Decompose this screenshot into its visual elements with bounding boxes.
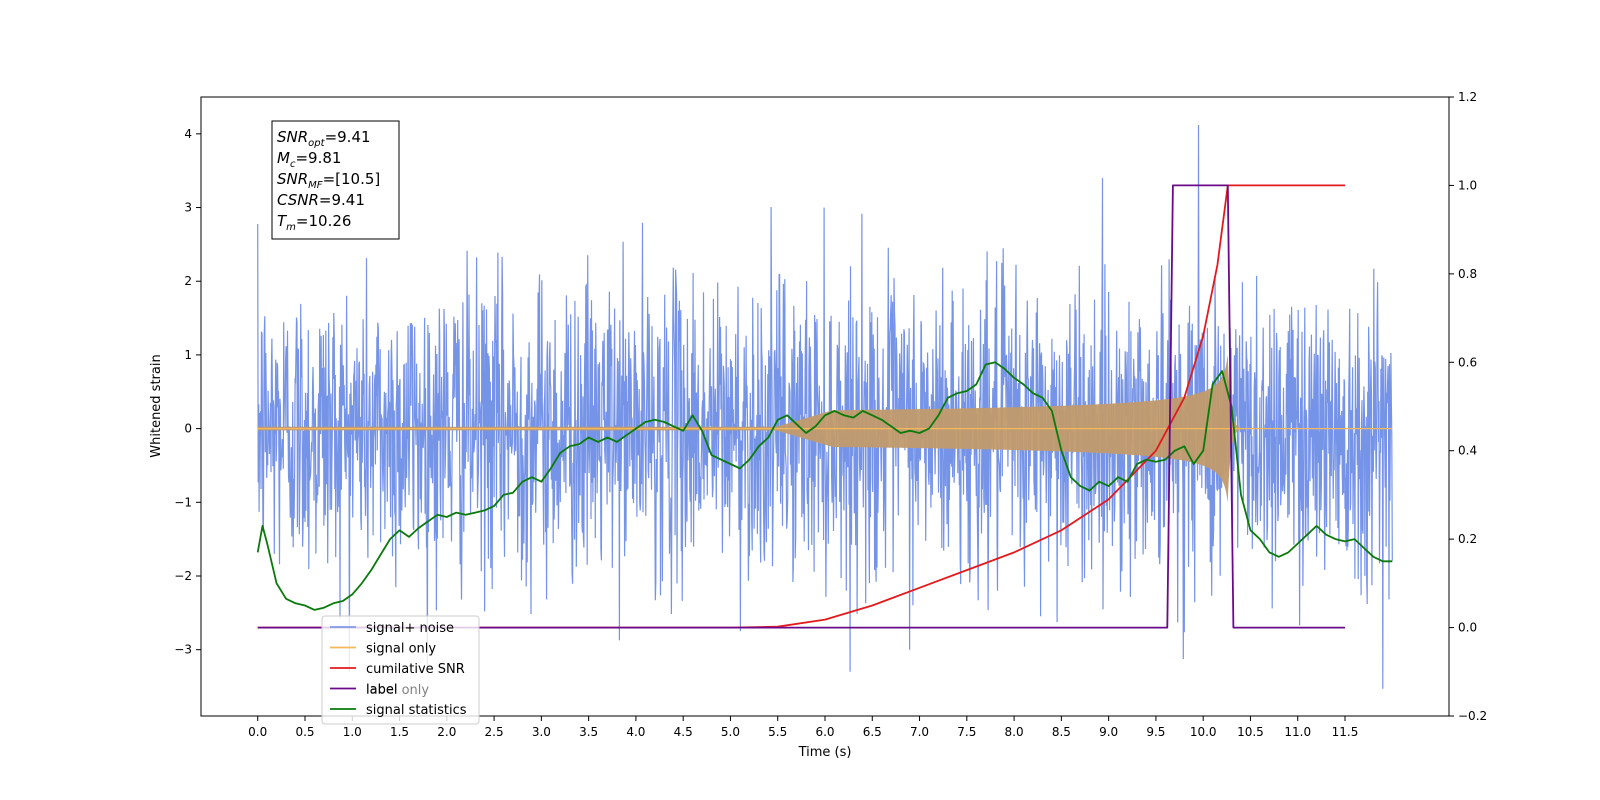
y-axis-left: 4 3 2 1 0 −1 −2 −3 — [174, 127, 201, 657]
info-line-symbol: SNR — [277, 170, 308, 188]
y-left-tick-label: 4 — [184, 127, 192, 141]
legend-label-cumilative-snr: cumilative SNR — [366, 662, 465, 677]
x-tick-label: 11.0 — [1284, 725, 1311, 739]
signal-plus-noise-line — [257, 124, 1393, 689]
y-right-tick-label: 0.4 — [1458, 444, 1477, 458]
y-left-tick-label: 2 — [184, 274, 192, 288]
info-line-subscript: c — [290, 159, 296, 170]
y-left-tick-label: −2 — [174, 569, 192, 583]
info-line: Tm=10.26 — [277, 212, 351, 233]
x-axis: 0.0 0.5 1.0 1.5 2.0 2.5 3.0 3.5 4.0 4.5 5.0 5.5 6.0 6… — [248, 716, 1358, 739]
x-tick-label: 3.5 — [579, 725, 598, 739]
info-line: CSNR=9.41 — [277, 191, 365, 209]
info-line-symbol: M — [277, 149, 290, 167]
info-line-symbol: SNR — [277, 128, 308, 146]
y-right-tick-label: −0.2 — [1458, 709, 1487, 723]
x-tick-label: 2.5 — [485, 725, 504, 739]
x-tick-label: 7.5 — [957, 725, 976, 739]
y-right-tick-label: 0.6 — [1458, 355, 1477, 369]
legend: signal+ noise signal only cumilative SNR la… — [321, 615, 480, 725]
label-line — [257, 184, 1345, 629]
legend-label-label-only: label only — [366, 683, 429, 698]
info-line: SNRMF=[10.5] — [277, 170, 380, 191]
x-tick-label: 6.5 — [863, 725, 882, 739]
y-right-tick-label: 1.0 — [1458, 178, 1477, 192]
x-tick-label: 7.0 — [910, 725, 929, 739]
info-line: SNRopt=9.41 — [277, 128, 371, 149]
info-line: Mc=9.81 — [277, 149, 341, 170]
info-box: SNRopt=9.41Mc=9.81SNRMF=[10.5]CSNR=9.41T… — [271, 120, 400, 240]
x-tick-label: 8.0 — [1005, 725, 1024, 739]
y-axis-label-left: Whitened strain — [149, 354, 164, 457]
legend-label-signal-statistics: signal statistics — [366, 703, 467, 718]
info-line-symbol: CSNR — [277, 191, 319, 209]
y-left-tick-label: −3 — [174, 643, 192, 657]
x-tick-label: 11.5 — [1332, 725, 1359, 739]
info-line-value: =9.81 — [295, 149, 341, 167]
y-left-tick-label: 3 — [184, 201, 192, 215]
x-tick-label: 5.0 — [721, 725, 740, 739]
x-tick-label: 1.5 — [390, 725, 409, 739]
y-left-tick-label: −1 — [174, 495, 192, 509]
x-tick-label: 3.0 — [532, 725, 551, 739]
y-axis-right: 1.2 1.0 0.8 0.6 0.4 0.2 0.0 −0.2 — [1449, 90, 1487, 723]
y-right-tick-label: 0.0 — [1458, 621, 1477, 635]
info-line-value: =10.26 — [296, 212, 352, 230]
legend-label-signal-noise: signal+ noise — [366, 621, 454, 636]
x-tick-label: 10.5 — [1237, 725, 1264, 739]
plot-area — [256, 124, 1393, 689]
info-line-symbol: T — [277, 212, 288, 230]
info-line-subscript: opt — [308, 138, 325, 149]
x-tick-label: 5.5 — [768, 725, 787, 739]
x-tick-label: 8.5 — [1052, 725, 1071, 739]
x-tick-label: 4.5 — [674, 725, 693, 739]
signal-statistics-line — [256, 361, 1393, 611]
x-tick-label: 2.0 — [437, 725, 456, 739]
info-line-value: =9.41 — [319, 191, 365, 209]
legend-frame — [321, 615, 480, 725]
info-line-subscript: MF — [308, 180, 323, 191]
cumilative-snr-line — [257, 184, 1345, 629]
info-box-frame — [271, 120, 400, 240]
y-left-tick-label: 0 — [184, 422, 192, 436]
info-line-value: =9.41 — [325, 128, 371, 146]
x-tick-label: 10.0 — [1190, 725, 1217, 739]
x-tick-label: 1.0 — [343, 725, 362, 739]
legend-label-label: label — [366, 683, 397, 698]
legend-label-signal-only: signal only — [366, 642, 436, 657]
y-right-tick-label: 0.8 — [1458, 267, 1477, 281]
series-signal-only — [257, 354, 1393, 503]
x-tick-label: 0.5 — [295, 725, 314, 739]
y-left-tick-label: 1 — [184, 348, 192, 362]
series-signal-plus-noise — [257, 124, 1393, 689]
series-lines — [256, 184, 1393, 629]
info-line-value: =[10.5] — [323, 170, 381, 188]
info-line-subscript: m — [286, 222, 296, 233]
x-tick-label: 0.0 — [248, 725, 267, 739]
y-right-tick-label: 1.2 — [1458, 90, 1477, 104]
x-tick-label: 6.0 — [815, 725, 834, 739]
x-tick-label: 4.0 — [626, 725, 645, 739]
x-axis-label: Time (s) — [798, 745, 852, 760]
x-tick-label: 9.5 — [1146, 725, 1165, 739]
y-right-tick-label: 0.2 — [1458, 532, 1477, 546]
x-tick-label: 9.0 — [1099, 725, 1118, 739]
